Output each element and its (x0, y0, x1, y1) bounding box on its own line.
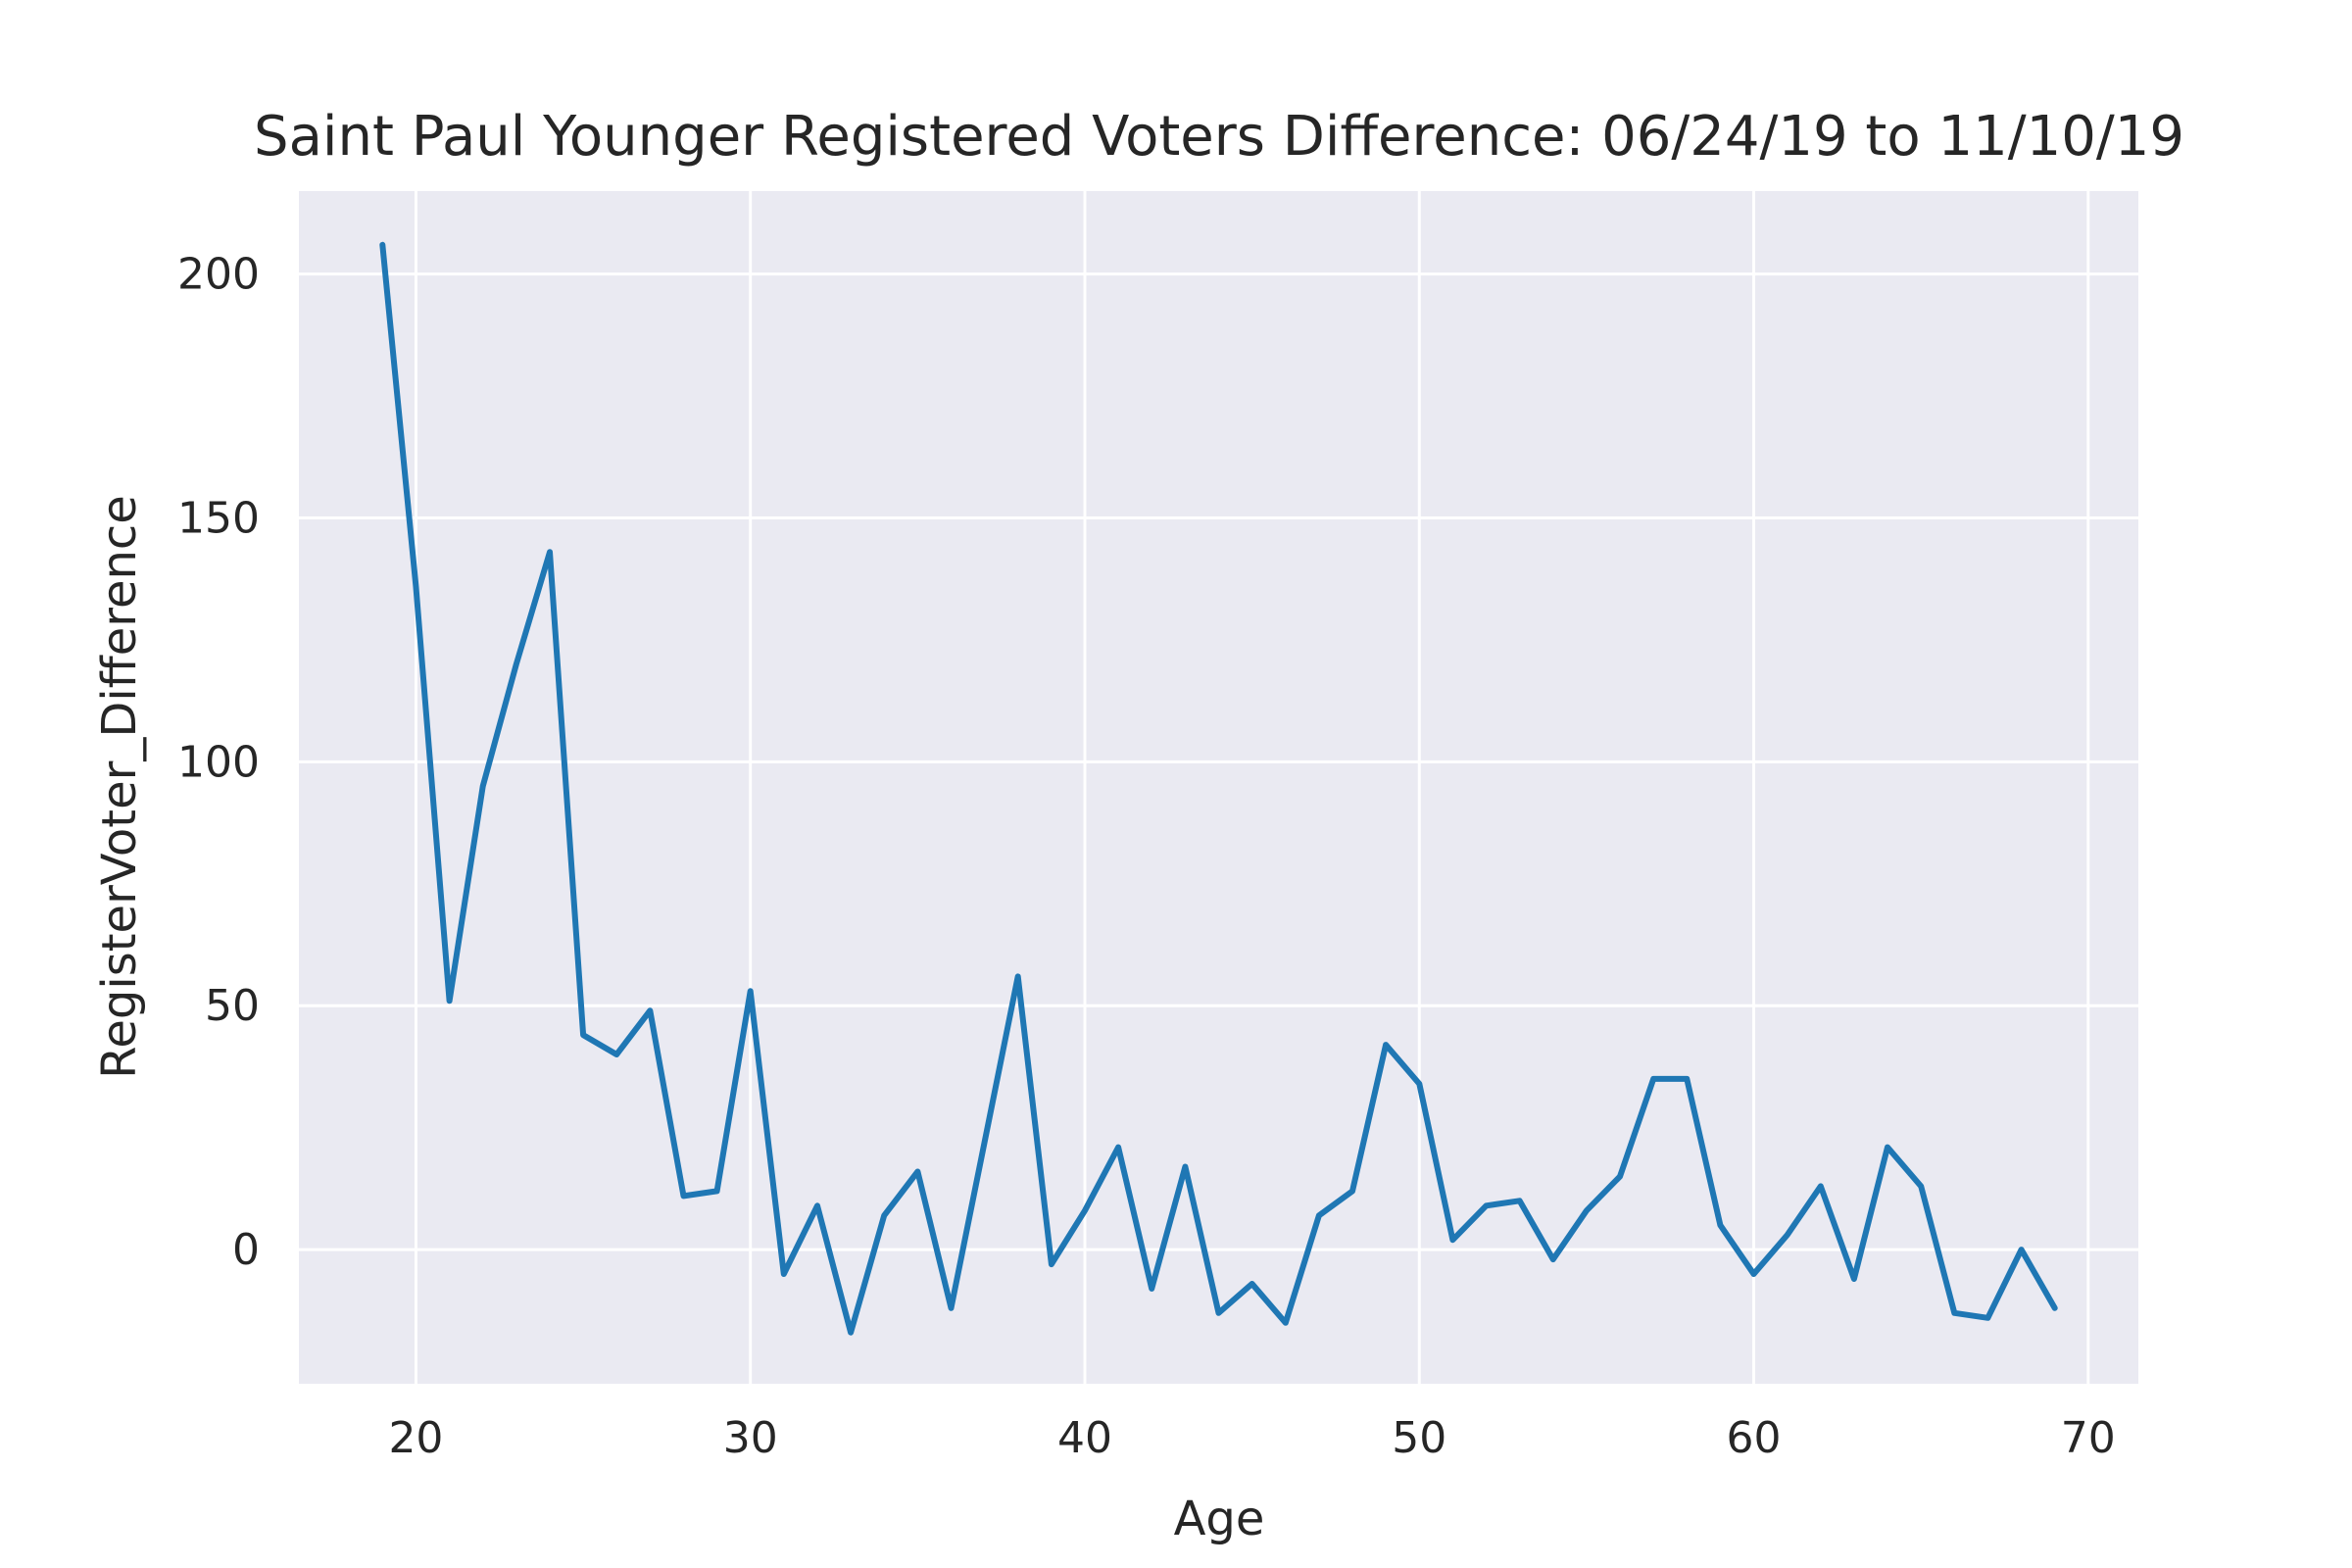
y-tick-label: 0 (232, 1225, 260, 1275)
y-axis-label: RegisterVoter_Difference (92, 495, 147, 1079)
x-axis-label: Age (1174, 1492, 1265, 1546)
gridlines (299, 191, 2138, 1384)
x-tick-label: 40 (1057, 1413, 1112, 1463)
x-tick-label: 30 (723, 1413, 778, 1463)
series-group (379, 241, 2058, 1336)
y-tick-label: 100 (177, 737, 260, 787)
y-tick-label: 50 (205, 981, 260, 1031)
x-axis-ticks: 20 30 40 50 60 70 (388, 1413, 2115, 1463)
x-tick-label: 50 (1392, 1413, 1446, 1463)
x-tick-label: 70 (2061, 1413, 2116, 1463)
y-tick-label: 150 (177, 493, 260, 543)
plot-area (299, 191, 2138, 1384)
y-axis-ticks: 0 50 100 150 200 (177, 250, 260, 1276)
y-tick-label: 200 (177, 250, 260, 300)
chart-title: Saint Paul Younger Registered Voters Dif… (254, 105, 2184, 169)
x-tick-label: 60 (1727, 1413, 1782, 1463)
x-tick-label: 20 (388, 1413, 443, 1463)
